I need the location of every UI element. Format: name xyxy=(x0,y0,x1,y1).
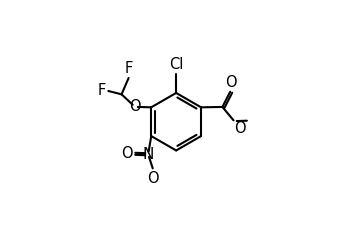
Text: O: O xyxy=(147,171,159,186)
Text: F: F xyxy=(98,83,106,99)
Text: Cl: Cl xyxy=(169,57,183,72)
Text: O: O xyxy=(129,100,141,114)
Text: N: N xyxy=(142,147,154,162)
Text: F: F xyxy=(125,61,133,76)
Text: O: O xyxy=(121,146,132,161)
Text: O: O xyxy=(225,75,237,90)
Text: O: O xyxy=(234,121,246,136)
